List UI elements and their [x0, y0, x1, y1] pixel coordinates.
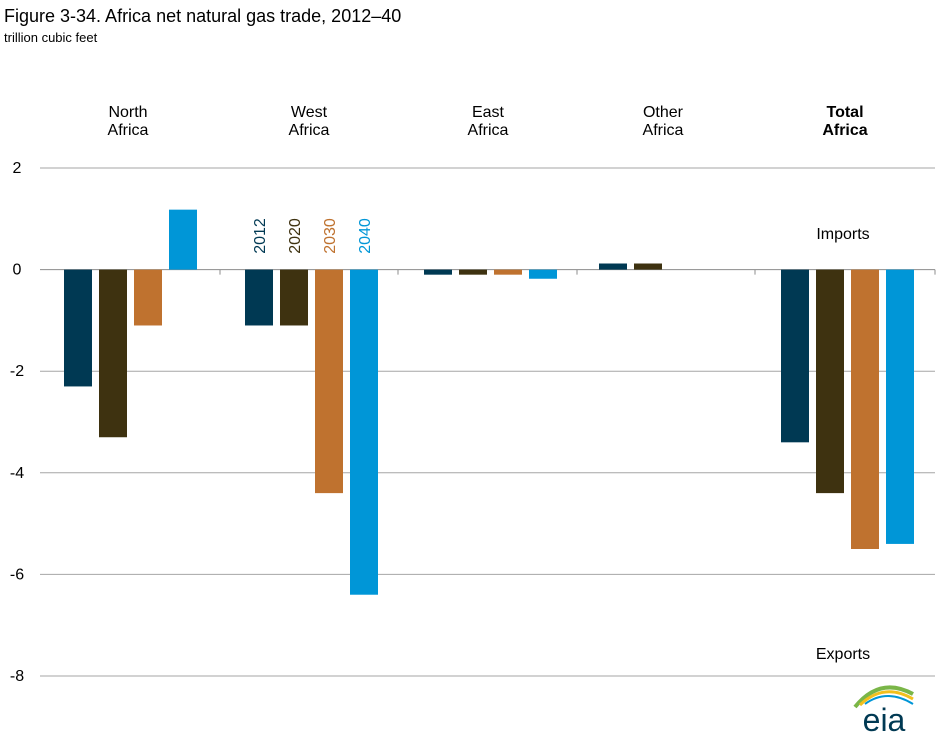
- category-label: West Africa: [289, 104, 330, 139]
- logo-text: eia: [863, 702, 906, 735]
- category-label: Total Africa: [822, 104, 867, 139]
- category-label: East Africa: [468, 104, 509, 139]
- logo-arc-blue: [864, 695, 914, 705]
- y-tick-label: -4: [10, 465, 24, 482]
- bar-2020: [459, 269, 487, 275]
- logo-arc-green: [853, 685, 914, 709]
- bar-2040: [529, 269, 557, 279]
- chart-units: trillion cubic feet: [4, 30, 98, 45]
- category-label: Other Africa: [643, 104, 684, 139]
- labels: 2 0 -2 -4 -6 -8 North Africa West Africa East Afric…: [10, 104, 868, 685]
- bar-2020: [816, 269, 844, 494]
- bars: [64, 209, 914, 595]
- category-label: North Africa: [108, 104, 149, 139]
- bar-2020: [280, 269, 308, 326]
- bar-2030: [851, 269, 879, 549]
- bar-2012: [781, 269, 809, 443]
- y-tick-label: -6: [10, 566, 24, 583]
- imports-annotation: Imports: [816, 226, 869, 243]
- bar-2040: [350, 269, 378, 595]
- bar-2040: [169, 209, 197, 270]
- bar-2040: [886, 269, 914, 544]
- chart-title: Figure 3-34. Africa net natural gas trad…: [4, 6, 402, 26]
- bar-2030: [134, 269, 162, 326]
- bar-2030: [494, 269, 522, 275]
- y-tick-label: -8: [10, 668, 24, 685]
- logo-arc-yellow: [858, 690, 914, 707]
- bar-2030: [315, 269, 343, 494]
- eia-logo: eia: [853, 685, 914, 735]
- legend-label-2040: 2040: [357, 218, 374, 254]
- bar-2012: [424, 269, 452, 275]
- y-tick-label: 0: [13, 262, 22, 279]
- bar-2012: [599, 263, 627, 270]
- legend-label-2020: 2020: [287, 218, 304, 254]
- exports-annotation: Exports: [816, 646, 870, 663]
- legend-label-2012: 2012: [252, 218, 269, 254]
- legend-label-2030: 2030: [322, 218, 339, 254]
- y-tick-label: 2: [13, 160, 22, 177]
- bar-2012: [64, 269, 92, 387]
- bar-2020: [99, 269, 127, 438]
- y-tick-label: -2: [10, 363, 24, 380]
- bar-2020: [634, 263, 662, 270]
- bar-2012: [245, 269, 273, 326]
